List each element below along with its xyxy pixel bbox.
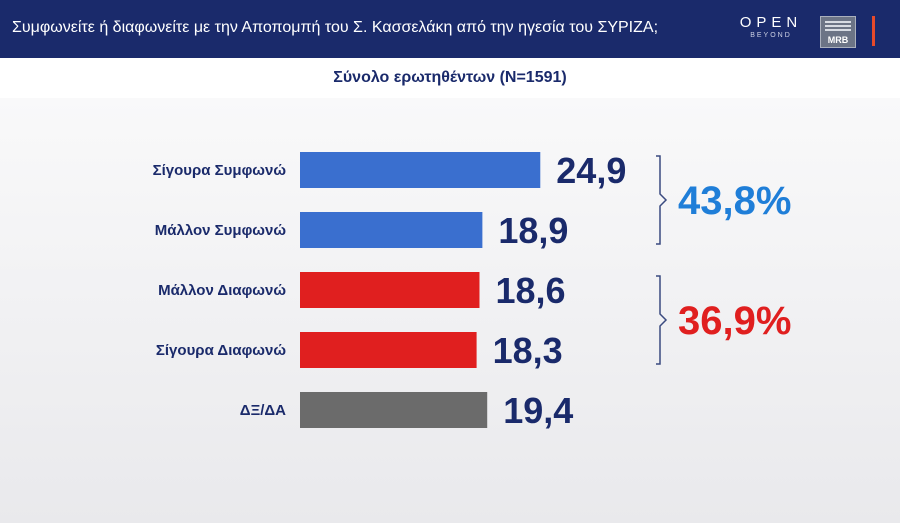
value-label: 19,4 — [503, 390, 573, 431]
sample-size-label: Σύνολο ερωτηθέντων (N=1591) — [333, 69, 567, 86]
bar — [300, 212, 483, 248]
category-label: Μάλλον Συμφωνώ — [155, 222, 287, 239]
open-logo-text: OPEN — [739, 14, 803, 31]
category-label: Μάλλον Διαφωνώ — [158, 282, 286, 299]
value-label: 18,9 — [498, 210, 568, 251]
open-beyond-logo: OPEN BEYOND — [736, 14, 806, 39]
group-total-label: 36,9% — [678, 299, 791, 343]
category-label: ΔΞ/ΔΑ — [240, 402, 286, 419]
mrb-logo: MRB — [820, 16, 856, 48]
open-logo-subtext: BEYOND — [750, 32, 792, 39]
poll-question: Συμφωνείτε ή διαφωνείτε με την Αποπομπή … — [12, 19, 659, 36]
header-bar: Συμφωνείτε ή διαφωνείτε με την Αποπομπή … — [0, 0, 900, 58]
mrb-logo-stripes — [825, 21, 851, 33]
value-label: 24,9 — [556, 150, 626, 191]
bar — [300, 152, 541, 188]
value-label: 18,3 — [493, 330, 563, 371]
group-bracket — [656, 275, 668, 365]
value-label: 18,6 — [495, 270, 565, 311]
bar — [300, 272, 480, 308]
bar — [300, 392, 488, 428]
chart-area: Σίγουρα Συμφωνώ 24,9 Μάλλον Συμφωνώ 18,9 Μάλ… — [0, 98, 900, 523]
header-accent-line — [872, 16, 875, 46]
sample-banner: Σύνολο ερωτηθέντων (N=1591) — [0, 58, 900, 98]
category-label: Σίγουρα Συμφωνώ — [153, 162, 287, 179]
category-label: Σίγουρα Διαφωνώ — [156, 342, 286, 359]
mrb-logo-text: MRB — [827, 35, 849, 45]
bar-chart: Σίγουρα Συμφωνώ 24,9 Μάλλον Συμφωνώ 18,9 Μάλ… — [153, 150, 792, 431]
group-total-label: 43,8% — [678, 179, 791, 223]
group-bracket — [656, 155, 668, 245]
bar — [300, 332, 477, 368]
